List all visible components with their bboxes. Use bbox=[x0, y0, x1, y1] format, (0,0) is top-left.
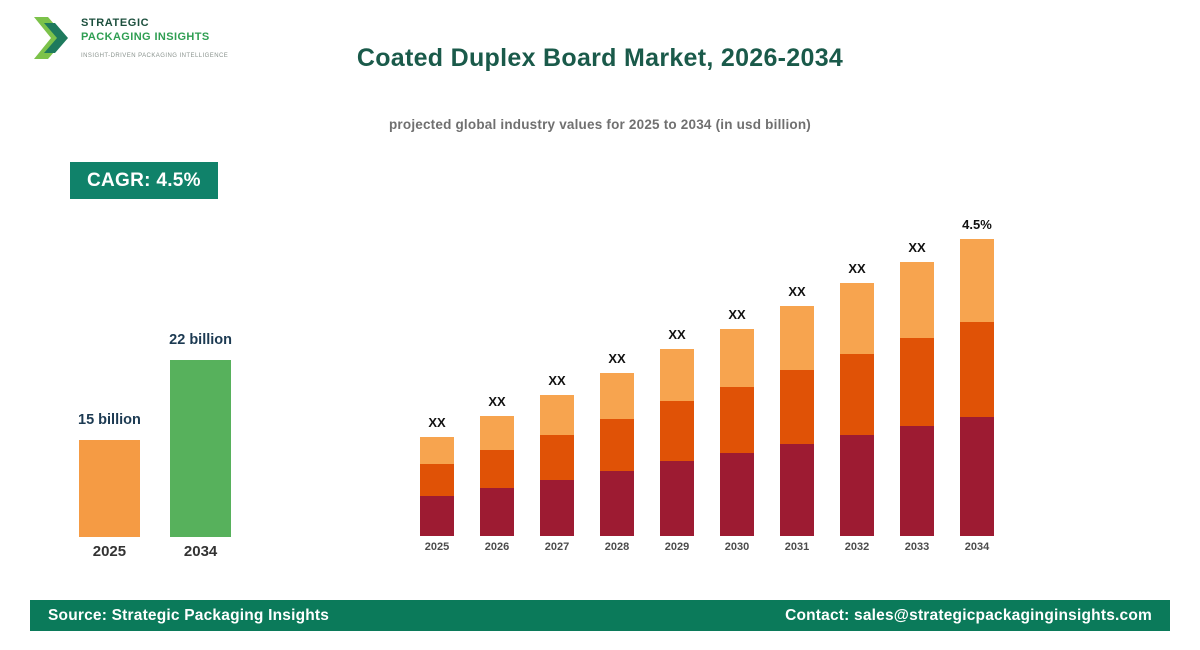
stacked-bar-group: XX 2028 bbox=[587, 205, 647, 555]
middle-segment bbox=[780, 370, 814, 444]
bar-value-label: XX bbox=[428, 415, 446, 430]
stacked-bar-group: XX 2027 bbox=[527, 205, 587, 555]
bottom-segment bbox=[480, 488, 514, 536]
footer-source: Source: Strategic Packaging Insights bbox=[48, 606, 330, 624]
stacked-bar bbox=[780, 306, 814, 536]
stacked-bar bbox=[540, 395, 574, 536]
bar-year-label: 2028 bbox=[604, 541, 630, 553]
stacked-bar bbox=[600, 373, 634, 536]
bar-year-label: 2029 bbox=[664, 541, 690, 553]
bottom-segment bbox=[840, 435, 874, 536]
stacked-bar-group: XX 2031 bbox=[767, 205, 827, 555]
top-segment bbox=[780, 306, 814, 370]
top-segment bbox=[420, 437, 454, 464]
stacked-bar bbox=[480, 416, 514, 536]
middle-segment bbox=[720, 387, 754, 453]
page-title: Coated Duplex Board Market, 2026-2034 bbox=[356, 44, 844, 72]
logo-chevron-icon bbox=[32, 13, 72, 63]
middle-segment bbox=[540, 435, 574, 480]
bar-value-label: XX bbox=[668, 327, 686, 342]
bar-year-label: 2033 bbox=[904, 541, 930, 553]
bar-value-label: XX bbox=[848, 261, 866, 276]
top-segment bbox=[540, 395, 574, 435]
bar-year-label: 2027 bbox=[544, 541, 570, 553]
logo: STRATEGIC PACKAGING INSIGHTS INSIGHT-DRI… bbox=[32, 13, 228, 63]
stacked-bar-group: XX 2029 bbox=[647, 205, 707, 555]
bottom-segment bbox=[960, 417, 994, 536]
summary-bar bbox=[170, 360, 232, 537]
middle-segment bbox=[600, 419, 634, 471]
stacked-bar bbox=[420, 437, 454, 536]
stacked-bar bbox=[720, 329, 754, 536]
bar-year-label: 2034 bbox=[964, 541, 990, 553]
stacked-bar-group: XX 2033 bbox=[887, 205, 947, 555]
top-segment bbox=[840, 283, 874, 354]
stacked-bar bbox=[660, 349, 694, 536]
logo-tagline: INSIGHT-DRIVEN PACKAGING INTELLIGENCE bbox=[81, 53, 229, 59]
bar-value-label: XX bbox=[788, 284, 806, 299]
middle-segment bbox=[840, 354, 874, 435]
footer-bar: Source: Strategic Packaging Insights Con… bbox=[30, 600, 1170, 631]
bar-year-label: 2026 bbox=[484, 541, 510, 553]
bottom-segment bbox=[780, 444, 814, 536]
bar-value-label: XX bbox=[908, 240, 926, 255]
stacked-bar-group: XX 2032 bbox=[827, 205, 887, 555]
bar-year-label: 2031 bbox=[784, 541, 810, 553]
bottom-segment bbox=[600, 471, 634, 536]
summary-bar-group: 15 billion 2025 bbox=[78, 321, 141, 561]
middle-segment bbox=[480, 450, 514, 488]
footer-contact: Contact: sales@strategicpackaginginsight… bbox=[785, 606, 1152, 624]
stacked-bar-group: XX 2025 bbox=[407, 205, 467, 555]
summary-bar-group: 22 billion 2034 bbox=[169, 321, 232, 561]
summary-bar bbox=[78, 440, 140, 537]
top-segment bbox=[720, 329, 754, 387]
stacked-bar bbox=[840, 283, 874, 536]
logo-name-line2: PACKAGING INSIGHTS bbox=[81, 31, 210, 43]
middle-segment bbox=[900, 338, 934, 426]
bar-value-label: XX bbox=[608, 351, 626, 366]
top-segment bbox=[900, 262, 934, 338]
stacked-bar-chart: XX 2025 XX 2026 XX 2027 XX 2028 XX 2029 XX 2030 XX 20… bbox=[407, 205, 1007, 555]
bar-value-label: XX bbox=[728, 307, 746, 322]
top-segment bbox=[960, 239, 994, 322]
cagr-badge: CAGR: 4.5% bbox=[70, 162, 218, 199]
bar-year-label: 2032 bbox=[844, 541, 870, 553]
middle-segment bbox=[660, 401, 694, 461]
summary-bar-value-label: 22 billion bbox=[169, 332, 232, 348]
bar-value-label: XX bbox=[548, 373, 566, 388]
top-segment bbox=[660, 349, 694, 401]
bar-value-label: 4.5% bbox=[962, 217, 992, 232]
stacked-bar-group: 4.5% 2034 bbox=[947, 205, 1007, 555]
logo-text: STRATEGIC PACKAGING INSIGHTS INSIGHT-DRI… bbox=[81, 13, 228, 59]
bar-year-label: 2030 bbox=[724, 541, 750, 553]
stacked-bar-group: XX 2026 bbox=[467, 205, 527, 555]
summary-bar-year-label: 2025 bbox=[92, 543, 127, 560]
stacked-bar-group: XX 2030 bbox=[707, 205, 767, 555]
bottom-segment bbox=[900, 426, 934, 536]
stacked-bar bbox=[960, 239, 994, 536]
bottom-segment bbox=[720, 453, 754, 536]
middle-segment bbox=[960, 322, 994, 417]
bar-value-label: XX bbox=[488, 394, 506, 409]
bottom-segment bbox=[540, 480, 574, 536]
page-subtitle: projected global industry values for 202… bbox=[388, 117, 812, 132]
summary-bar-year-label: 2034 bbox=[183, 543, 218, 560]
summary-chart: 15 billion 2025 22 billion 2034 bbox=[78, 321, 232, 561]
bottom-segment bbox=[660, 461, 694, 536]
middle-segment bbox=[420, 464, 454, 496]
top-segment bbox=[600, 373, 634, 419]
logo-name-line1: STRATEGIC bbox=[81, 17, 150, 29]
bar-year-label: 2025 bbox=[424, 541, 450, 553]
summary-bar-value-label: 15 billion bbox=[78, 412, 141, 428]
stacked-bar bbox=[900, 262, 934, 536]
bottom-segment bbox=[420, 496, 454, 536]
top-segment bbox=[480, 416, 514, 450]
